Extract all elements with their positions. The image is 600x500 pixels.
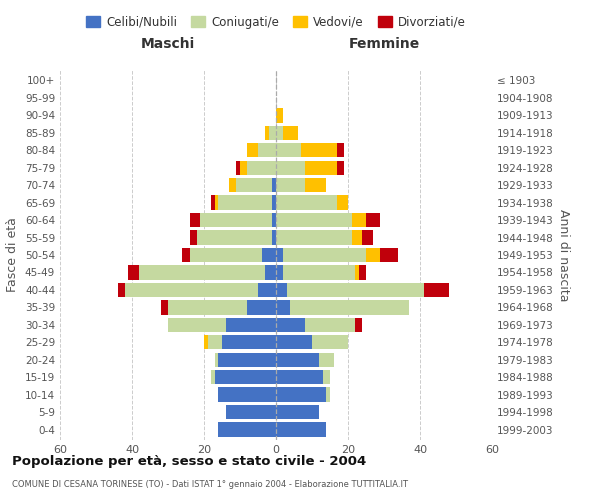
Bar xyxy=(204,335,208,349)
Bar xyxy=(276,388,326,402)
Y-axis label: Fasce di età: Fasce di età xyxy=(7,218,19,292)
Bar xyxy=(215,352,218,367)
Bar xyxy=(161,300,168,314)
Bar xyxy=(208,335,222,349)
Bar xyxy=(276,266,283,280)
Bar xyxy=(276,126,283,140)
Bar xyxy=(128,266,139,280)
Bar xyxy=(323,370,330,384)
Bar xyxy=(218,196,272,210)
Bar xyxy=(168,300,247,314)
Bar xyxy=(276,318,305,332)
Bar xyxy=(276,335,312,349)
Bar xyxy=(211,196,215,210)
Bar xyxy=(276,178,305,192)
Bar xyxy=(262,248,276,262)
Bar xyxy=(272,230,276,244)
Bar xyxy=(352,230,362,244)
Bar xyxy=(215,196,218,210)
Bar xyxy=(276,283,287,297)
Bar xyxy=(247,300,276,314)
Bar xyxy=(190,230,197,244)
Bar xyxy=(305,318,355,332)
Bar xyxy=(276,230,352,244)
Bar xyxy=(283,126,298,140)
Bar xyxy=(272,178,276,192)
Bar xyxy=(276,300,290,314)
Bar xyxy=(272,196,276,210)
Bar xyxy=(366,213,380,227)
Bar xyxy=(305,160,337,175)
Bar xyxy=(182,248,190,262)
Bar xyxy=(276,108,283,122)
Bar xyxy=(211,370,215,384)
Bar xyxy=(269,126,276,140)
Bar xyxy=(226,405,276,419)
Bar xyxy=(424,283,449,297)
Bar xyxy=(276,143,301,158)
Text: COMUNE DI CESANA TORINESE (TO) - Dati ISTAT 1° gennaio 2004 - Elaborazione TUTTI: COMUNE DI CESANA TORINESE (TO) - Dati IS… xyxy=(12,480,408,489)
Bar xyxy=(226,318,276,332)
Bar xyxy=(258,143,276,158)
Bar xyxy=(190,248,262,262)
Bar xyxy=(276,352,319,367)
Bar xyxy=(352,213,366,227)
Bar xyxy=(139,266,265,280)
Bar xyxy=(337,143,344,158)
Bar xyxy=(276,370,323,384)
Bar xyxy=(337,196,348,210)
Bar xyxy=(236,178,272,192)
Bar xyxy=(276,422,326,436)
Bar xyxy=(276,160,305,175)
Bar xyxy=(240,160,247,175)
Bar xyxy=(168,318,226,332)
Bar xyxy=(218,352,276,367)
Legend: Celibi/Nubili, Coniugati/e, Vedovi/e, Divorziati/e: Celibi/Nubili, Coniugati/e, Vedovi/e, Di… xyxy=(81,11,471,34)
Text: Maschi: Maschi xyxy=(141,37,195,51)
Bar xyxy=(247,160,276,175)
Bar xyxy=(215,370,276,384)
Bar xyxy=(197,230,272,244)
Bar xyxy=(355,318,362,332)
Text: Femmine: Femmine xyxy=(349,37,419,51)
Bar xyxy=(118,283,125,297)
Bar xyxy=(319,352,334,367)
Bar xyxy=(359,266,366,280)
Bar xyxy=(276,405,319,419)
Bar xyxy=(236,160,240,175)
Bar xyxy=(355,266,359,280)
Bar xyxy=(276,196,337,210)
Bar xyxy=(287,283,424,297)
Bar xyxy=(362,230,373,244)
Bar xyxy=(200,213,272,227)
Bar xyxy=(326,388,330,402)
Bar xyxy=(125,283,258,297)
Bar xyxy=(283,248,366,262)
Y-axis label: Anni di nascita: Anni di nascita xyxy=(557,209,570,301)
Bar xyxy=(305,178,326,192)
Bar xyxy=(276,248,283,262)
Bar xyxy=(272,213,276,227)
Bar xyxy=(229,178,236,192)
Bar xyxy=(222,335,276,349)
Bar xyxy=(247,143,258,158)
Bar xyxy=(366,248,380,262)
Bar xyxy=(312,335,348,349)
Bar xyxy=(265,126,269,140)
Bar xyxy=(301,143,337,158)
Text: Popolazione per età, sesso e stato civile - 2004: Popolazione per età, sesso e stato civil… xyxy=(12,455,366,468)
Bar xyxy=(283,266,355,280)
Bar xyxy=(276,213,352,227)
Bar xyxy=(337,160,344,175)
Bar xyxy=(218,388,276,402)
Bar xyxy=(290,300,409,314)
Bar xyxy=(265,266,276,280)
Bar xyxy=(190,213,200,227)
Bar xyxy=(380,248,398,262)
Bar xyxy=(258,283,276,297)
Bar xyxy=(218,422,276,436)
